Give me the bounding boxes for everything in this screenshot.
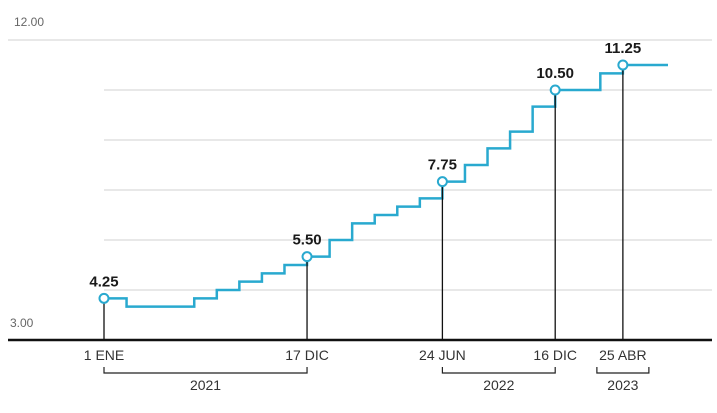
- data-point-marker: [98, 292, 110, 304]
- data-point-marker: [549, 84, 561, 96]
- series-layer: [104, 63, 668, 308]
- data-point-marker: [617, 59, 629, 71]
- data-point-marker: [436, 176, 448, 188]
- x-tick-label: 24 JUN: [419, 347, 466, 363]
- x-tick-label: 1 ENE: [84, 347, 124, 363]
- x-tick-label: 16 DIC: [533, 347, 577, 363]
- data-label: 11.25: [605, 40, 642, 57]
- year-bracket: [441, 367, 556, 374]
- series-line: [104, 63, 668, 308]
- x-label-layer: 1 ENE 17 DIC 24 JUN 16 DIC 25 ABR: [84, 347, 647, 363]
- x-tick-label: 17 DIC: [285, 347, 329, 363]
- year-layer: 2021 2022 2023: [103, 367, 650, 393]
- data-point-marker: [301, 251, 313, 263]
- year-bracket: [103, 367, 308, 374]
- data-label: 7.75: [428, 157, 457, 174]
- data-label: 4.25: [89, 273, 118, 290]
- year-bracket: [596, 367, 650, 374]
- y-tick-label-max: 12.00: [14, 15, 44, 29]
- x-tick-label: 25 ABR: [599, 347, 646, 363]
- data-label: 10.50: [536, 65, 574, 82]
- year-label: 2023: [607, 377, 638, 393]
- year-label: 2021: [190, 377, 221, 393]
- y-tick-label-min: 3.00: [10, 316, 34, 330]
- data-label: 5.50: [292, 232, 321, 249]
- gridlines: [8, 39, 712, 291]
- year-label: 2022: [483, 377, 514, 393]
- callout-layer: 4.25 5.50 7.75 10.50 11.25: [89, 40, 641, 340]
